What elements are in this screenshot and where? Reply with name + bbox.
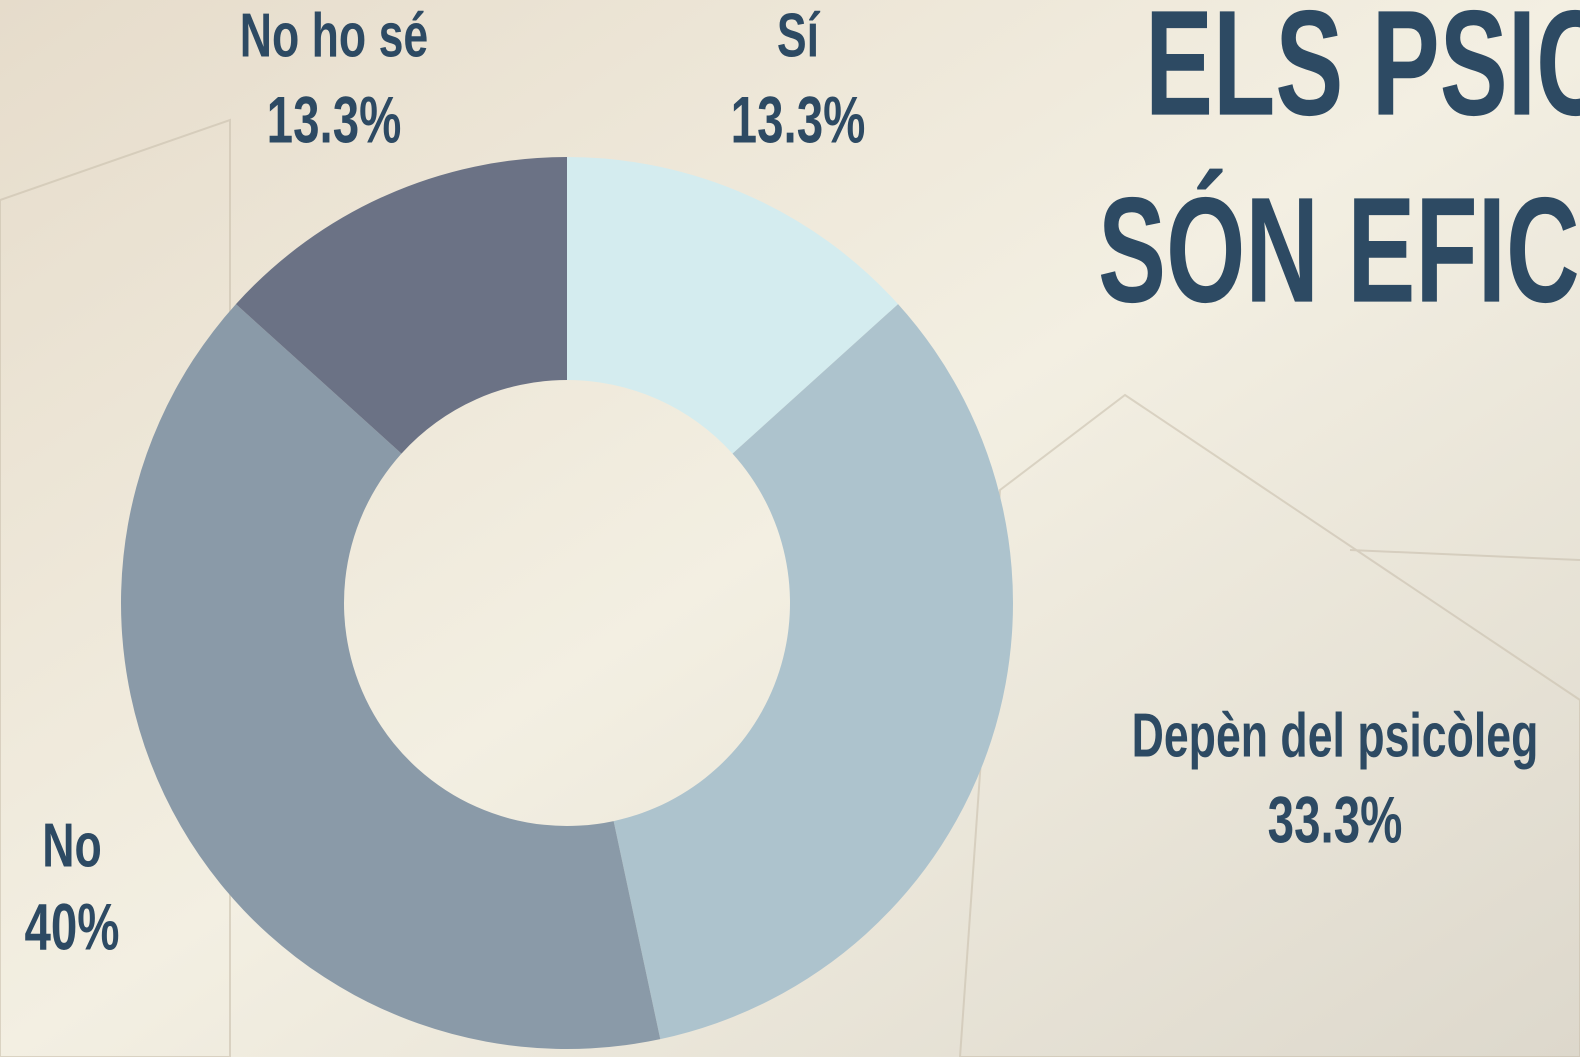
donut-slice <box>567 157 899 454</box>
chart-title: ELS PSIC <box>1145 0 1580 147</box>
chart-title: SÓN EFICI <box>1098 167 1580 334</box>
slice-value-label: 13.3% <box>731 84 866 157</box>
slice-value-label: 13.3% <box>267 84 402 157</box>
slice-label: No ho sé <box>240 1 428 70</box>
slice-value-label: 33.3% <box>1268 784 1403 857</box>
slice-label: Sí <box>777 1 821 70</box>
slice-value-label: 40% <box>24 891 119 964</box>
donut-slice <box>613 304 1014 1040</box>
background-building <box>0 118 1580 1057</box>
donut-slice <box>120 304 661 1049</box>
donut-slice <box>235 157 568 454</box>
slice-label: Depèn del psicòleg <box>1132 701 1539 770</box>
slice-label: No <box>42 811 102 880</box>
